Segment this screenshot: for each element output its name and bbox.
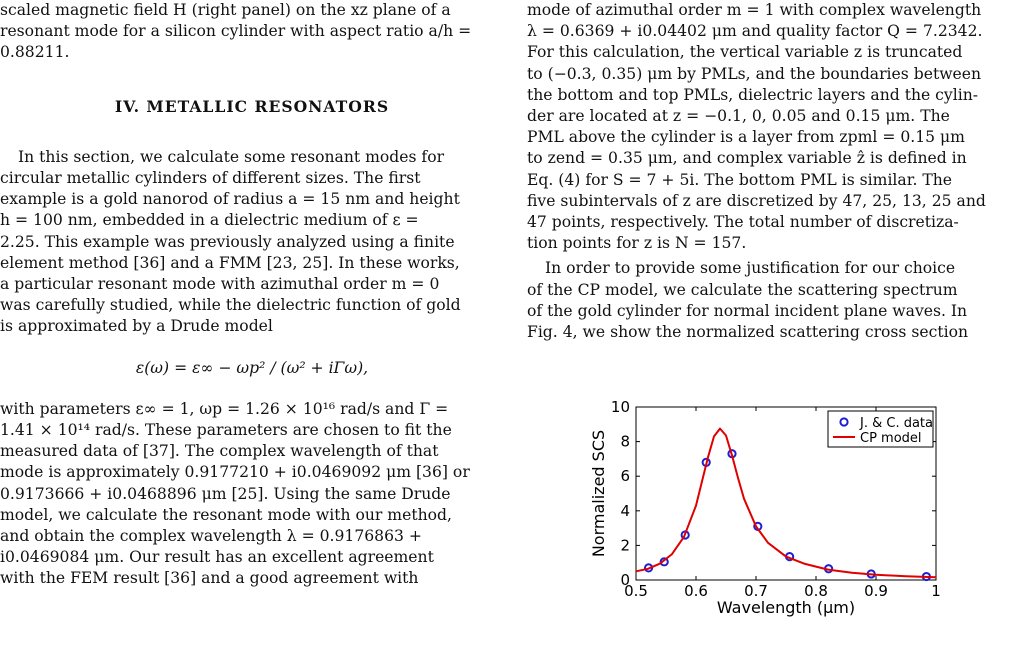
figure-caption-tail: scaled magnetic field H (right panel) on… (0, 1, 472, 62)
drude-equation: ε(ω) = ε∞ − ωp² / (ω² + iΓω), (135, 358, 369, 377)
section-heading: IV. METALLIC RESONATORS (114, 96, 390, 116)
y-tick-label: 0 (620, 571, 630, 589)
legend-marker-icon (839, 417, 849, 427)
y-tick-label: 10 (611, 398, 630, 416)
x-tick-label: 0.5 (624, 582, 648, 600)
legend-entry: J. & C. data (859, 416, 933, 431)
left-column: scaled magnetic field H (right panel) on… (0, 0, 504, 590)
paragraph-intro: In this section, we calculate some reson… (0, 147, 461, 336)
paragraph-scattering: In order to provide some justification f… (527, 259, 969, 342)
x-tick-label: 1 (931, 582, 941, 600)
y-tick-label: 6 (620, 467, 630, 485)
y-tick-label: 4 (620, 502, 630, 520)
y-tick-label: 8 (620, 433, 630, 451)
series-line-cp-model (635, 427, 937, 579)
right-column: mode of azimuthal order m = 1 with compl… (527, 0, 1019, 343)
plot-frame (635, 406, 937, 581)
x-tick-label: 0.8 (804, 582, 828, 600)
x-tick-label: 0.7 (744, 582, 768, 600)
y-axis-label: Normalized SCS (589, 430, 608, 557)
x-tick-label: 0.6 (684, 582, 708, 600)
x-tick-label: 0.9 (864, 582, 888, 600)
paragraph-parameters: with parameters ε∞ = 1, ωp = 1.26 × 10¹⁶… (0, 399, 470, 588)
legend-entry: CP model (860, 431, 922, 446)
data-point (659, 557, 669, 567)
y-tick-label: 2 (620, 536, 630, 554)
x-axis-label: Wavelength (μm) (717, 598, 855, 617)
legend-box (827, 410, 934, 448)
paragraph-mode-details: mode of azimuthal order m = 1 with compl… (527, 1, 986, 253)
